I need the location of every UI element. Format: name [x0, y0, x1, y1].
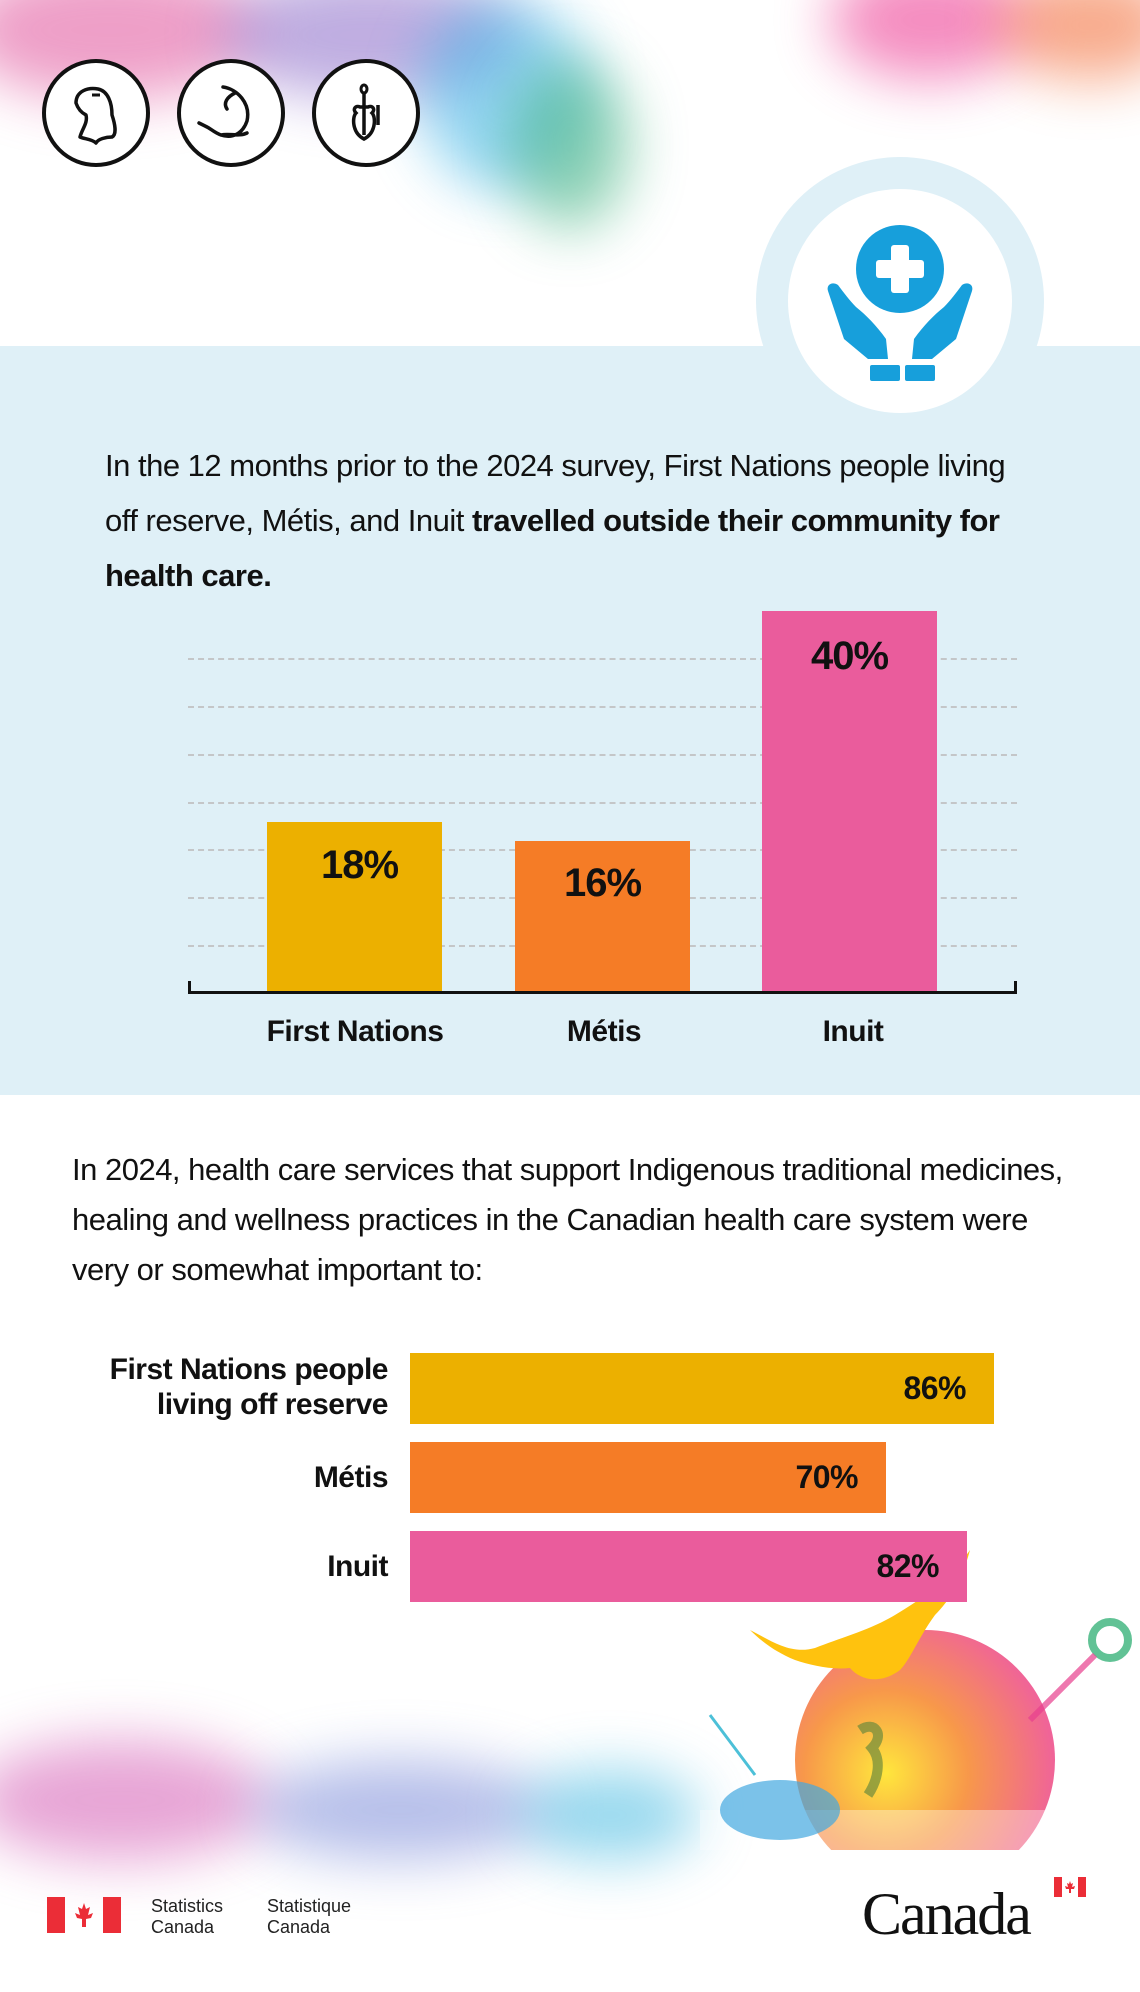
health-care-badge [788, 189, 1012, 413]
paint-splash-decoration [520, 1770, 700, 1860]
bar-value: 40% [810, 634, 889, 678]
canada-flag-icon [47, 1897, 121, 1933]
intro-bold-text: travelled outside their community for he… [105, 503, 1000, 593]
bar-value: 86% [903, 1370, 966, 1406]
axis-tick [1014, 981, 1017, 994]
gridline [188, 658, 1017, 660]
travel-intro-text: In the 12 months prior to the 2024 surve… [105, 438, 1025, 603]
org-name-french: Statistique Canada [267, 1896, 351, 1938]
hbar-metis: 70% [410, 1442, 886, 1513]
gridline [188, 754, 1017, 756]
label-line: Métis [313, 1461, 389, 1494]
label-line: Inuit [327, 1550, 388, 1583]
paint-splash-decoration [0, 1740, 270, 1860]
org-name-english: Statistics Canada [151, 1896, 223, 1938]
narwhal-icon [177, 59, 285, 167]
category-label: Inuit [822, 1015, 884, 1048]
gridline [188, 802, 1017, 804]
category-label: Métis [566, 1015, 642, 1048]
violin-icon [312, 59, 420, 167]
bar-metis [515, 841, 690, 992]
org-line: Canada [267, 1917, 331, 1937]
bar-value: 18% [320, 843, 399, 887]
category-label: Métis [40, 1460, 389, 1495]
eagle-sun-artwork-decoration [700, 1550, 1140, 1850]
gridline [188, 706, 1017, 708]
hbar-inuit: 82% [410, 1531, 967, 1602]
category-label: First Nations [266, 1015, 444, 1048]
category-label: First Nations people living off reserve [40, 1352, 389, 1422]
traditional-medicine-intro-text: In 2024, health care services that suppo… [72, 1152, 1063, 1287]
hands-medical-cross-icon [827, 225, 973, 381]
bar-inuit [762, 611, 937, 992]
category-label: Inuit [40, 1549, 388, 1584]
eagle-icon [42, 59, 150, 167]
paint-splash-decoration [1000, 0, 1140, 80]
paint-splash-decoration [510, 60, 630, 230]
label-line: living off reserve [156, 1388, 389, 1421]
hbar-first-nations: 86% [410, 1353, 994, 1424]
paint-splash-decoration [830, 0, 1030, 80]
org-line: Canada [151, 1917, 215, 1937]
bar-value: 16% [563, 861, 642, 905]
org-line: Statistics [151, 1896, 224, 1916]
label-line: First Nations people [109, 1353, 389, 1386]
org-line: Statistique [267, 1896, 352, 1916]
x-axis [188, 991, 1017, 994]
bar-value: 82% [876, 1548, 939, 1584]
axis-tick [188, 981, 191, 994]
wordmark-flag-icon [1054, 1877, 1086, 1897]
paint-splash-decoration [250, 1760, 550, 1860]
intro-normal-text: In the 12 months prior to the 2024 surve… [105, 448, 1006, 538]
bar-value: 70% [795, 1459, 858, 1495]
bar-first-nations [267, 822, 442, 992]
canada-wordmark: Canada [862, 1881, 1032, 1947]
